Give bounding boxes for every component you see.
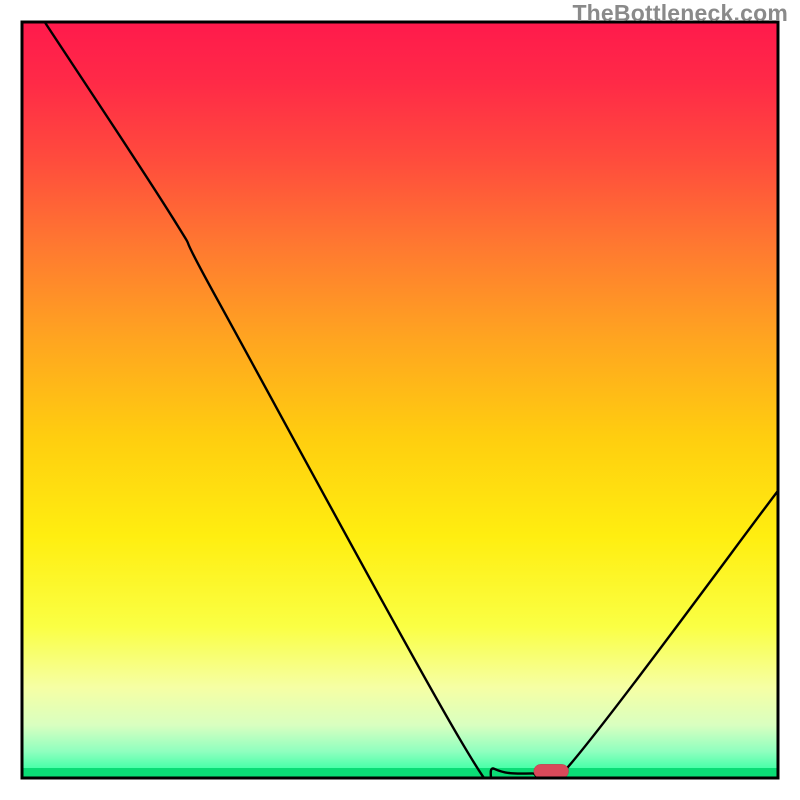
gradient-background [22,22,778,778]
watermark-text: TheBottleneck.com [572,0,788,27]
minimum-marker [534,764,569,778]
bottleneck-chart [0,0,800,800]
chart-container: TheBottleneck.com [0,0,800,800]
